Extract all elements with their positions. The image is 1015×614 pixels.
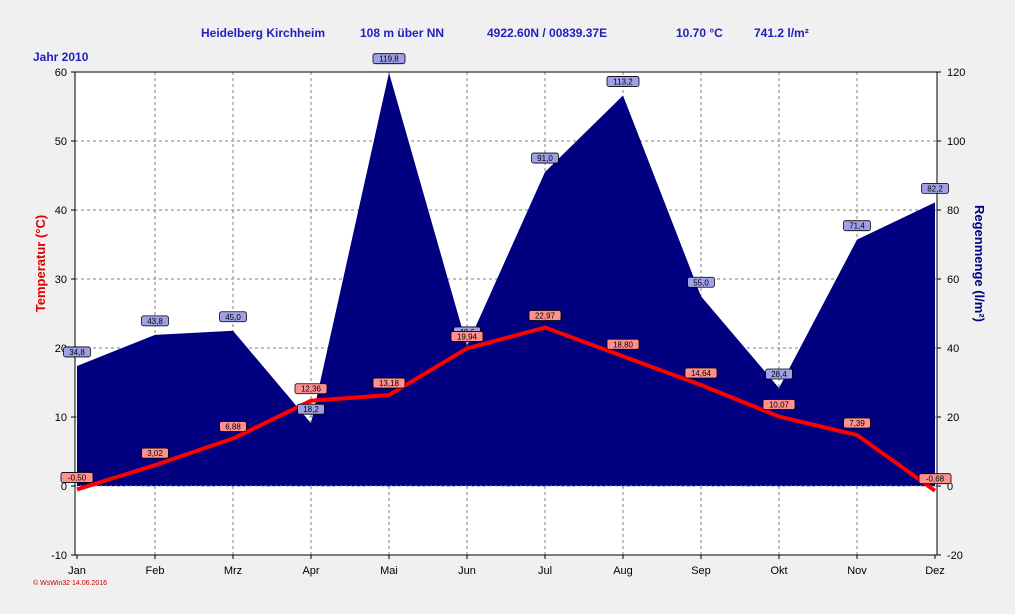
temperature-data-label: 19,94: [457, 332, 478, 341]
rain-data-label-box: [63, 346, 91, 358]
credit-label: © WsWin32 14.06.2016: [33, 580, 108, 587]
x-axis-tick-label: Mai: [380, 565, 398, 577]
altitude-label: 108 m über NN: [360, 26, 445, 40]
x-axis-tick-label: Nov: [847, 565, 867, 577]
x-axis-tick-label: Aug: [613, 565, 633, 577]
temperature-data-label: 3,02: [147, 449, 163, 458]
temperature-data-label-box: [843, 417, 871, 429]
total-rain-label: 741.2 l/m²: [754, 26, 809, 40]
temperature-data-label-box: [60, 472, 94, 483]
right-axis-tick-label: 120: [947, 67, 965, 79]
x-axis-tick-label: Dez: [925, 565, 945, 577]
temperature-data-label: 10,07: [769, 401, 790, 410]
station-name: Heidelberg Kirchheim: [201, 26, 326, 40]
left-axis-tick-label: 30: [55, 274, 67, 286]
x-axis-tick-label: Jun: [458, 565, 476, 577]
x-axis-tick-label: Jul: [538, 565, 552, 577]
rain-data-label: 91,0: [537, 154, 553, 163]
left-axis-tick-label: 50: [55, 136, 67, 148]
x-axis-tick-label: Sep: [691, 565, 711, 577]
temperature-data-label: -0,50: [68, 473, 87, 482]
left-axis-tick-label: 10: [55, 412, 67, 424]
year-label: Jahr 2010: [33, 50, 89, 64]
temperature-data-label-box: [528, 310, 562, 321]
right-axis-tick-label: 20: [947, 412, 959, 424]
temperature-data-label-box: [294, 383, 328, 395]
temperature-data-label-box: [918, 473, 952, 485]
temperature-data-label-box: [372, 377, 406, 389]
rain-data-label-box: [843, 220, 871, 232]
rain-data-label-box: [531, 152, 559, 164]
left-axis-title: Temperatur (°C): [33, 215, 48, 312]
x-axis-tick-label: Jan: [68, 565, 86, 577]
temperature-data-label-box: [684, 367, 718, 379]
left-axis-tick-label: 0: [61, 481, 67, 493]
left-axis-tick-label: 40: [55, 205, 67, 217]
rain-data-label: 43,8: [147, 317, 163, 326]
rain-data-label: 71,4: [849, 222, 865, 231]
right-axis-tick-label: 60: [947, 274, 959, 286]
mean-temperature-label: 10.70 °C: [676, 26, 723, 40]
rain-data-label: 34,8: [69, 348, 85, 357]
rain-data-label-box: [372, 53, 406, 65]
temperature-data-label-box: [606, 338, 640, 350]
x-axis-tick-label: Mrz: [224, 565, 242, 577]
temperature-data-label: -0,68: [926, 475, 945, 484]
temperature-data-label-box: [219, 421, 247, 432]
left-axis-tick-label: -10: [51, 550, 67, 562]
temperature-data-label-box: [450, 331, 484, 342]
right-axis-tick-label: 40: [947, 343, 959, 355]
temperature-data-label: 7,39: [849, 419, 865, 428]
coordinates-label: 4922.60N / 00839.37E: [487, 26, 608, 40]
rain-data-label: 55,0: [693, 278, 709, 287]
rain-data-label: 113,2: [613, 77, 633, 86]
temperature-data-label: 12,36: [301, 385, 322, 394]
x-axis-tick-label: Apr: [302, 565, 319, 577]
temperature-data-label: 18,80: [613, 340, 634, 349]
right-axis-tick-label: 80: [947, 205, 959, 217]
rain-data-label: 28,4: [771, 370, 787, 379]
right-axis-title: Regenmenge (l/m²): [972, 205, 987, 322]
rain-data-label-box: [606, 76, 640, 87]
x-axis-tick-label: Okt: [770, 565, 787, 577]
right-axis-tick-label: 100: [947, 136, 965, 148]
temperature-data-label-box: [141, 447, 169, 459]
temperature-data-label: 22,97: [535, 312, 556, 321]
rain-area: [77, 72, 935, 486]
plot-border: [74, 71, 938, 556]
temperature-data-label: 6,88: [225, 423, 241, 432]
rain-data-label-box: [921, 183, 949, 194]
rain-data-label-box: [141, 315, 169, 327]
rain-data-label-box: [765, 368, 793, 380]
right-axis-tick-label: 0: [947, 481, 953, 493]
rain-data-label-box: [687, 276, 715, 288]
rain-data-label: 82,2: [927, 184, 943, 193]
temperature-data-label-box: [762, 399, 796, 410]
temperature-data-label: 13,18: [379, 379, 400, 388]
rain-data-label-box: [297, 403, 325, 415]
x-axis-tick-label: Feb: [146, 565, 165, 577]
temperature-data-label: 14,64: [691, 369, 712, 378]
right-axis-tick-label: -20: [947, 550, 963, 562]
rain-data-label: 45,0: [225, 313, 241, 322]
rain-data-label-box: [219, 311, 247, 323]
left-axis-tick-label: 60: [55, 67, 67, 79]
rain-data-label: 119,8: [379, 55, 399, 64]
rain-data-label: 18,2: [303, 405, 319, 414]
temperature-line: [76, 325, 937, 493]
